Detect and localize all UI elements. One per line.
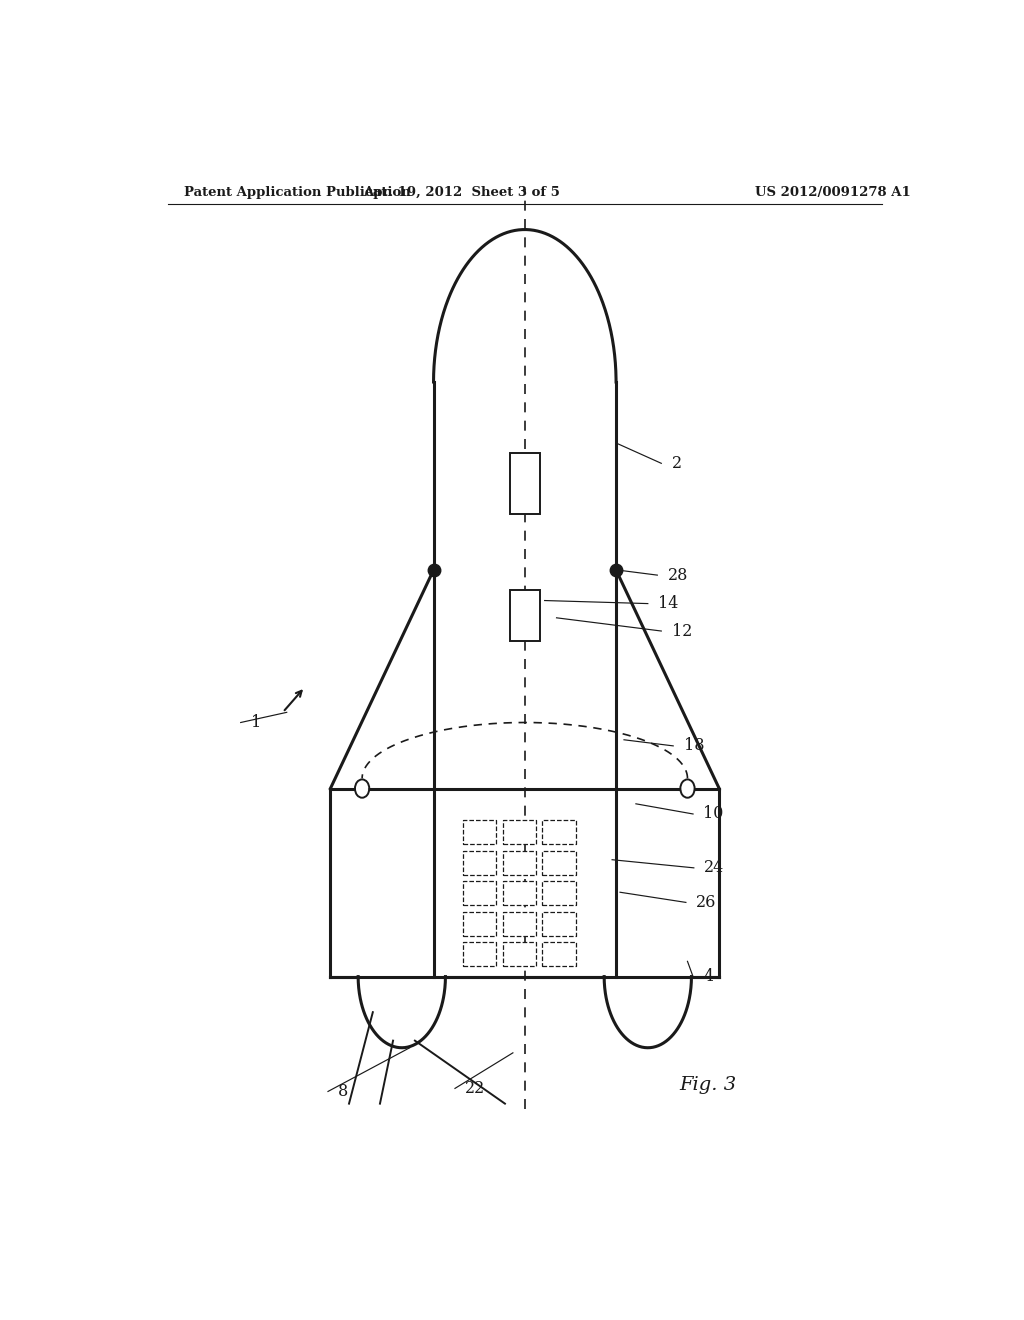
Text: 18: 18 [684, 738, 705, 754]
Bar [503, 912, 536, 936]
Bar [543, 942, 575, 966]
Text: 1: 1 [251, 714, 261, 731]
Bar [543, 850, 575, 875]
Bar [543, 912, 575, 936]
Bar [463, 850, 497, 875]
Bar [503, 850, 536, 875]
Text: 2: 2 [672, 455, 682, 471]
Text: 14: 14 [658, 595, 679, 612]
Text: Patent Application Publication: Patent Application Publication [183, 186, 411, 199]
Bar [510, 590, 540, 642]
Text: 12: 12 [672, 623, 692, 639]
Text: 26: 26 [696, 894, 717, 911]
Text: 8: 8 [338, 1082, 348, 1100]
Bar [510, 453, 540, 515]
Bar [463, 942, 497, 966]
Text: US 2012/0091278 A1: US 2012/0091278 A1 [755, 186, 910, 199]
Bar [503, 942, 536, 966]
Bar [503, 880, 536, 906]
Bar [463, 820, 497, 845]
Text: 24: 24 [705, 859, 724, 876]
Bar [503, 820, 536, 845]
Bar [463, 880, 497, 906]
Bar [543, 880, 575, 906]
Text: 10: 10 [703, 805, 724, 822]
Circle shape [356, 781, 368, 796]
Text: 28: 28 [668, 566, 688, 583]
Text: 4: 4 [703, 968, 714, 985]
Text: 22: 22 [465, 1080, 485, 1097]
Bar [463, 912, 497, 936]
Circle shape [682, 781, 693, 796]
Text: Fig. 3: Fig. 3 [680, 1076, 736, 1094]
Bar [543, 820, 575, 845]
Text: Apr. 19, 2012  Sheet 3 of 5: Apr. 19, 2012 Sheet 3 of 5 [362, 186, 560, 199]
